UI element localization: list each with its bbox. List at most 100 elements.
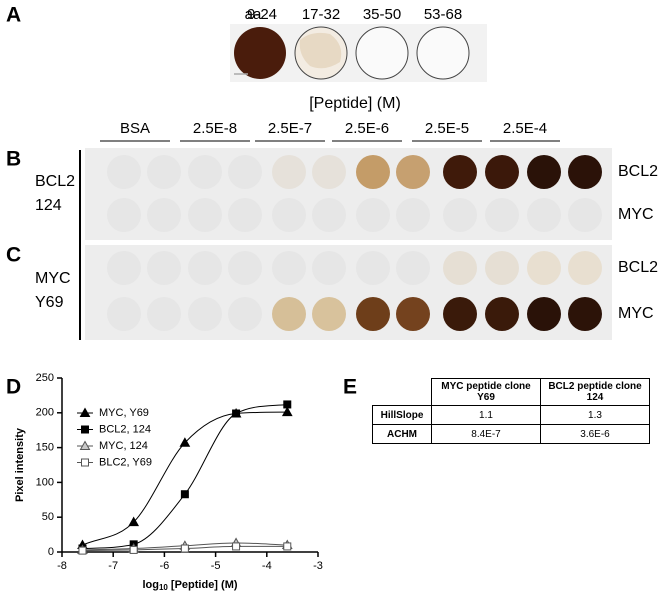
peptide-label: 35-50 [363, 6, 401, 23]
x-tick-label: -7 [108, 560, 118, 572]
legend-label: MYC, Y69 [99, 407, 149, 419]
panel-label: A [6, 4, 21, 27]
blot-dot [527, 155, 561, 189]
marker [283, 542, 292, 551]
panel-label: E [343, 376, 357, 399]
table-cell: 8.4E-7 [431, 424, 541, 444]
blot-dot [443, 251, 477, 285]
blot-dot [485, 251, 519, 285]
blot-dot [312, 251, 346, 285]
blot-dot [527, 251, 561, 285]
blot-dot [228, 155, 262, 189]
blot-dot [356, 297, 390, 331]
row-label: HillSlope [372, 405, 432, 425]
row-label: BCL2 [618, 163, 658, 180]
legend-label: MYC, 124 [99, 440, 148, 452]
y-axis-label: Pixel intensity [14, 427, 26, 502]
y-tick-label: 250 [36, 372, 54, 384]
aa-label: aa [245, 6, 262, 23]
blot-dot [356, 251, 390, 285]
blot-dot [312, 297, 346, 331]
blot-dot [147, 198, 181, 232]
blot-dot [272, 155, 306, 189]
marker [81, 425, 89, 434]
marker [283, 400, 292, 409]
blot-title: [Peptide] (M) [309, 95, 401, 112]
blot-dot [107, 297, 141, 331]
panel-label: D [6, 376, 21, 399]
blot-dot [147, 155, 181, 189]
x-tick-label: -5 [211, 560, 221, 572]
table-header: BCL2 peptide clone 124 [540, 378, 650, 406]
blot-dot [228, 297, 262, 331]
clone-label: BCL2 [35, 173, 75, 190]
blot-dot [568, 198, 602, 232]
row-label: ACHM [372, 424, 432, 444]
legend: MYC, Y69 BCL2, 124 MYC, 124 BLC2, Y69 [77, 407, 152, 468]
x-tick-label: -6 [160, 560, 170, 572]
blot-dot [272, 251, 306, 285]
column-label: 2.5E-4 [503, 120, 547, 137]
blot-dot [485, 155, 519, 189]
peptide-label: 17-32 [302, 6, 340, 23]
peptide-label: 9-24 [247, 6, 277, 23]
marker [129, 545, 138, 554]
blot-dot [443, 297, 477, 331]
table-cell: 1.1 [431, 405, 541, 425]
blot-dot [396, 251, 430, 285]
column-label: BSA [120, 120, 150, 137]
legend-label: BLC2, Y69 [99, 456, 152, 468]
blot-dot [312, 198, 346, 232]
blot-dot [107, 251, 141, 285]
blot-dot [443, 198, 477, 232]
y-tick-label: 100 [36, 476, 54, 488]
blot-dot [443, 155, 477, 189]
x-axis-label: log10 [Peptide] (M) [142, 579, 237, 592]
legend-label: BCL2, 124 [99, 423, 151, 435]
blot-dot [568, 297, 602, 331]
blot-dot [527, 198, 561, 232]
blot-dot [356, 198, 390, 232]
results-table: MYC peptide clone Y69 BCL2 peptide clone … [372, 378, 650, 444]
peptide-label: 53-68 [424, 6, 462, 23]
row-label: BCL2 [618, 259, 658, 276]
marker [232, 409, 241, 418]
blot-dot [485, 198, 519, 232]
panel-label: B [6, 148, 21, 171]
clone-label: Y69 [35, 294, 64, 311]
blot-dot [396, 198, 430, 232]
blot-dot [312, 155, 346, 189]
blot-dot [527, 297, 561, 331]
blot-dot [356, 155, 390, 189]
y-tick-label: 50 [42, 511, 54, 523]
dot-spot [416, 26, 470, 80]
column-label: 2.5E-5 [425, 120, 469, 137]
x-tick-label: -3 [313, 560, 323, 572]
clone-label: MYC [35, 270, 71, 287]
row-label: MYC [618, 305, 654, 322]
x-axis-label-part: 10 [159, 583, 168, 592]
blot-dot [107, 155, 141, 189]
blot-dot [228, 198, 262, 232]
marker [180, 544, 189, 553]
column-label: 2.5E-6 [345, 120, 389, 137]
marker [78, 546, 87, 555]
blot-dot [188, 251, 222, 285]
blot-dot [188, 155, 222, 189]
marker [128, 516, 140, 527]
blot-dot [568, 251, 602, 285]
marker [232, 542, 241, 551]
marker [81, 458, 89, 467]
column-label: 2.5E-8 [193, 120, 237, 137]
blot-dot [188, 297, 222, 331]
blot-dot [272, 198, 306, 232]
marker [180, 490, 189, 499]
blot-dot [396, 297, 430, 331]
blot-dot [228, 251, 262, 285]
dot-spot [355, 26, 409, 80]
table-cell: 3.6E-6 [540, 424, 650, 444]
table-cell: 1.3 [540, 405, 650, 425]
blot-dot [272, 297, 306, 331]
